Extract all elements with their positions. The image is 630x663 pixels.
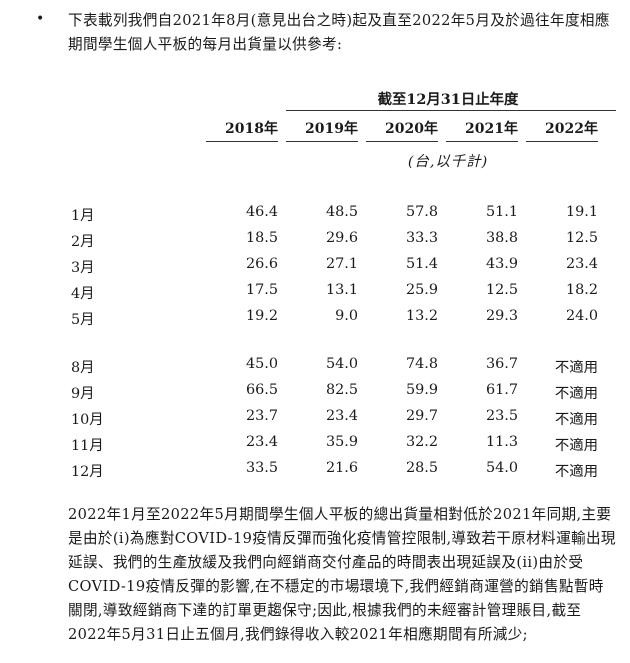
- footer-paragraph: 2022年1月至2022年5月期間學生個人平板的總出貨量相對低於2021年同期,…: [68, 506, 616, 643]
- table-cell: 66.5: [245, 382, 278, 398]
- table-cell: 不適用: [554, 438, 598, 454]
- month-label: 2月: [71, 234, 95, 250]
- year-header: 2022年: [526, 118, 598, 142]
- table-row: 4月 17.5 13.1 25.9 12.5 18.2: [68, 282, 618, 306]
- table-cell: 9.0: [335, 308, 358, 324]
- table-cell: 不適用: [554, 386, 598, 402]
- table-cell: 54.0: [325, 356, 358, 372]
- intro-paragraph: 下表載列我們自2021年8月(意見出台之時)起及直至2022年5月及於過往年度相…: [68, 12, 610, 53]
- table-cell: 25.9: [405, 282, 438, 298]
- table-row: 11月 23.4 35.9 32.2 11.3 不適用: [68, 434, 618, 458]
- table-cell: 24.0: [565, 308, 598, 324]
- table-cell: 33.5: [245, 460, 278, 476]
- table-row: 10月 23.7 23.4 29.7 23.5 不適用: [68, 408, 618, 432]
- table-cell: 23.4: [325, 408, 358, 424]
- table-cell: 74.8: [405, 356, 438, 372]
- table-cell: 13.1: [325, 282, 358, 298]
- table-cell: 51.1: [485, 204, 518, 220]
- table-cell: 17.5: [245, 282, 278, 298]
- month-label: 3月: [71, 260, 95, 276]
- table-cell: 33.3: [405, 230, 438, 246]
- table-cell: 46.4: [245, 204, 278, 220]
- year-header-row: 2018年 2019年 2020年 2021年 2022年: [68, 118, 618, 142]
- table-cell: 21.6: [325, 460, 358, 476]
- year-header: 2019年: [286, 118, 358, 142]
- table-cell: 82.5: [325, 382, 358, 398]
- month-label: 11月: [71, 438, 104, 454]
- table-cell: 59.9: [405, 382, 438, 398]
- table-row: 12月 33.5 21.6 28.5 54.0 不適用: [68, 460, 618, 484]
- table-cell: 29.7: [405, 408, 438, 424]
- table-cell: 23.4: [245, 434, 278, 450]
- year-header: 2021年: [446, 118, 518, 142]
- bullet-icon: •: [36, 11, 45, 27]
- year-header: 2018年: [206, 118, 278, 142]
- group-header-rule: [286, 110, 616, 111]
- table-row: 3月 26.6 27.1 51.4 43.9 23.4: [68, 256, 618, 280]
- table-cell: 27.1: [325, 256, 358, 272]
- table-cell: 不適用: [554, 412, 598, 428]
- month-label: 9月: [71, 386, 95, 402]
- table-cell: 57.8: [405, 204, 438, 220]
- table-group-header: 截至12月31日止年度: [377, 91, 519, 108]
- table-cell: 12.5: [565, 230, 598, 246]
- table-cell: 43.9: [485, 256, 518, 272]
- table-cell: 29.6: [325, 230, 358, 246]
- month-label: 1月: [71, 208, 95, 224]
- table-cell: 38.8: [485, 230, 518, 246]
- table-cell: 18.5: [245, 230, 278, 246]
- month-label: 4月: [71, 286, 95, 302]
- table-row: 9月 66.5 82.5 59.9 61.7 不適用: [68, 382, 618, 406]
- year-header: 2020年: [366, 118, 438, 142]
- table-row: 1月 46.4 48.5 57.8 51.1 19.1: [68, 204, 618, 228]
- table-cell: 19.1: [565, 204, 598, 220]
- table-cell: 12.5: [485, 282, 518, 298]
- table-cell: 23.5: [485, 408, 518, 424]
- table-cell: 23.7: [245, 408, 278, 424]
- month-label: 10月: [71, 412, 104, 428]
- table-cell: 23.4: [565, 256, 598, 272]
- table-cell: 28.5: [405, 460, 438, 476]
- table-cell: 45.0: [245, 356, 278, 372]
- table-row: 8月 45.0 54.0 74.8 36.7 不適用: [68, 356, 618, 380]
- month-label: 8月: [71, 360, 95, 376]
- table-cell: 32.2: [405, 434, 438, 450]
- table-cell: 54.0: [485, 460, 518, 476]
- table-cell: 26.6: [245, 256, 278, 272]
- table-cell: 13.2: [405, 308, 438, 324]
- table-cell: 36.7: [485, 356, 518, 372]
- table-cell: 不適用: [554, 464, 598, 480]
- table-cell: 19.2: [245, 308, 278, 324]
- table-cell: 29.3: [485, 308, 518, 324]
- unit-label: (台,以千計): [407, 154, 489, 170]
- table-cell: 61.7: [485, 382, 518, 398]
- table-cell: 48.5: [325, 204, 358, 220]
- table-cell: 51.4: [405, 256, 438, 272]
- table-row: 5月 19.2 9.0 13.2 29.3 24.0: [68, 308, 618, 332]
- table-cell: 11.3: [485, 434, 518, 450]
- table-row: 2月 18.5 29.6 33.3 38.8 12.5: [68, 230, 618, 254]
- month-label: 12月: [71, 464, 104, 480]
- table-cell: 35.9: [325, 434, 358, 450]
- table-cell: 18.2: [565, 282, 598, 298]
- table-cell: 不適用: [554, 360, 598, 376]
- month-label: 5月: [71, 312, 95, 328]
